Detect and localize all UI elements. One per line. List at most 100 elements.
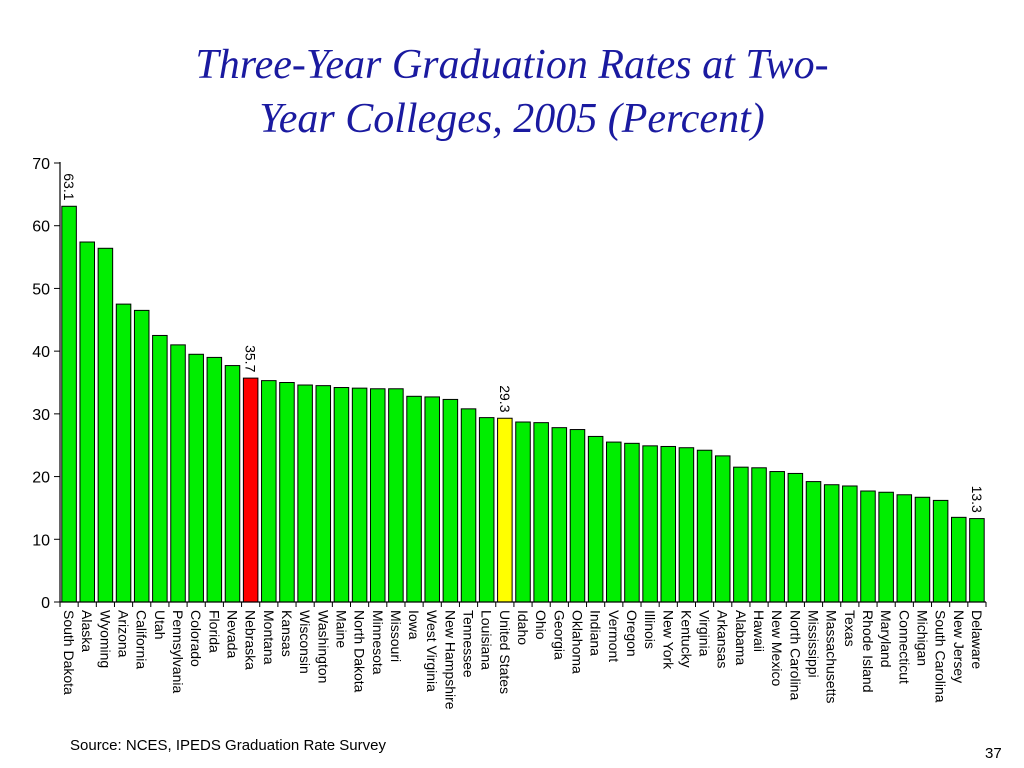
bar-oregon	[624, 442, 640, 603]
bar-new-york	[660, 445, 677, 603]
bar-indiana	[587, 435, 604, 603]
bar-idaho	[515, 421, 531, 603]
bar-tennessee	[460, 408, 477, 603]
y-tick-label-0: 0	[41, 595, 50, 612]
x-label-new-hampshire: New Hampshire	[442, 610, 458, 710]
bar-kentucky	[678, 447, 695, 603]
x-label-minnesota: Minnesota	[370, 610, 386, 675]
bar-south-carolina	[932, 499, 949, 603]
bar-nevada	[224, 365, 241, 603]
bar-iowa	[406, 395, 422, 603]
bar-colorado	[188, 353, 204, 603]
x-label-louisiana: Louisiana	[479, 610, 495, 670]
x-label-vermont: Vermont	[606, 610, 622, 662]
bar-kansas	[279, 382, 295, 603]
x-label-north-dakota: North Dakota	[352, 610, 368, 693]
x-label-united-states: United States	[497, 610, 513, 694]
bar-montana	[261, 380, 277, 603]
bar-alaska	[79, 241, 96, 603]
x-label-illinois: Illinois	[642, 610, 658, 649]
bar-illinois	[642, 445, 658, 603]
source-note: Source: NCES, IPEDS Graduation Rate Surv…	[70, 737, 386, 754]
bar-united-states	[497, 417, 513, 603]
bar-west-virginia	[424, 396, 440, 603]
x-label-montana: Montana	[261, 610, 277, 665]
bar-hawaii	[751, 467, 767, 603]
bar-new-hampshire	[442, 398, 459, 603]
x-label-oklahoma: Oklahoma	[569, 610, 585, 674]
x-label-utah: Utah	[152, 610, 168, 640]
chart-title-line-2: Year Colleges, 2005 (Percent)	[259, 96, 765, 142]
x-label-north-carolina: North Carolina	[787, 610, 803, 700]
bar-new-mexico	[769, 471, 785, 603]
x-label-idaho: Idaho	[515, 610, 531, 645]
bar-connecticut	[896, 494, 913, 603]
x-label-kansas: Kansas	[279, 610, 295, 657]
x-label-virginia: Virginia	[697, 610, 713, 657]
bar-alabama	[733, 466, 749, 603]
bar-missouri	[388, 388, 404, 603]
x-label-hawaii: Hawaii	[751, 610, 767, 652]
y-tick-label-40: 40	[32, 344, 50, 361]
x-label-west-virginia: West Virginia	[424, 610, 440, 692]
bar-oklahoma	[569, 429, 586, 603]
chart-title: Three-Year Graduation Rates at Two- Year…	[0, 38, 1024, 146]
bar-wyoming	[97, 247, 114, 603]
x-label-tennessee: Tennessee	[461, 610, 477, 678]
x-label-florida: Florida	[206, 610, 222, 653]
bar-florida	[206, 356, 223, 603]
bar-california	[133, 309, 150, 603]
x-label-nebraska: Nebraska	[243, 610, 259, 670]
bar-michigan	[914, 496, 931, 603]
bar-north-dakota	[351, 387, 368, 603]
x-label-alaska: Alaska	[79, 610, 95, 652]
bar-pennsylvania	[170, 344, 186, 603]
x-label-colorado: Colorado	[188, 610, 204, 667]
bar-ohio	[533, 422, 549, 603]
y-tick-label-20: 20	[32, 470, 50, 487]
bar-massachusetts	[823, 484, 840, 603]
x-label-oregon: Oregon	[624, 610, 640, 657]
x-label-rhode-island: Rhode Island	[860, 610, 876, 693]
x-label-texas: Texas	[842, 610, 858, 647]
bar-wisconsin	[297, 384, 313, 603]
x-label-south-carolina: South Carolina	[933, 610, 949, 703]
x-label-arizona: Arizona	[116, 610, 132, 658]
x-label-wyoming: Wyoming	[97, 610, 113, 668]
x-label-ohio: Ohio	[533, 610, 549, 640]
page-number: 37	[985, 745, 1002, 762]
bar-minnesota	[369, 388, 386, 603]
data-label-south-dakota: 63.1	[61, 173, 77, 200]
x-label-new-mexico: New Mexico	[769, 610, 785, 686]
x-label-pennsylvania: Pennsylvania	[170, 610, 186, 693]
x-label-california: California	[134, 610, 150, 669]
bar-virginia	[696, 449, 713, 603]
x-label-connecticut: Connecticut	[896, 610, 912, 684]
bar-new-jersey	[951, 516, 967, 603]
x-label-maryland: Maryland	[878, 610, 894, 668]
y-tick-label-70: 70	[32, 156, 50, 173]
bar-mississippi	[805, 481, 822, 603]
bar-arkansas	[714, 455, 731, 603]
x-label-maine: Maine	[333, 610, 349, 648]
x-label-washington: Washington	[315, 610, 331, 683]
x-label-new-york: New York	[660, 610, 676, 670]
y-tick-label-30: 30	[32, 407, 50, 424]
bar-utah	[152, 334, 168, 603]
bar-maryland	[878, 491, 894, 603]
x-label-wisconsin: Wisconsin	[297, 610, 313, 674]
chart-title-line-1: Three-Year Graduation Rates at Two-	[195, 42, 829, 88]
bar-texas	[842, 485, 858, 603]
bar-rhode-island	[860, 490, 876, 603]
data-label-delaware: 13.3	[969, 486, 985, 513]
y-tick-label-60: 60	[32, 219, 50, 236]
bar-georgia	[551, 427, 568, 603]
data-label-united-states: 29.3	[497, 385, 513, 412]
bar-delaware	[969, 518, 985, 603]
x-label-kentucky: Kentucky	[678, 610, 694, 668]
bar-north-carolina	[787, 472, 804, 603]
bar-nebraska	[242, 377, 259, 603]
bar-maine	[333, 387, 350, 603]
y-tick-label-50: 50	[32, 281, 50, 298]
